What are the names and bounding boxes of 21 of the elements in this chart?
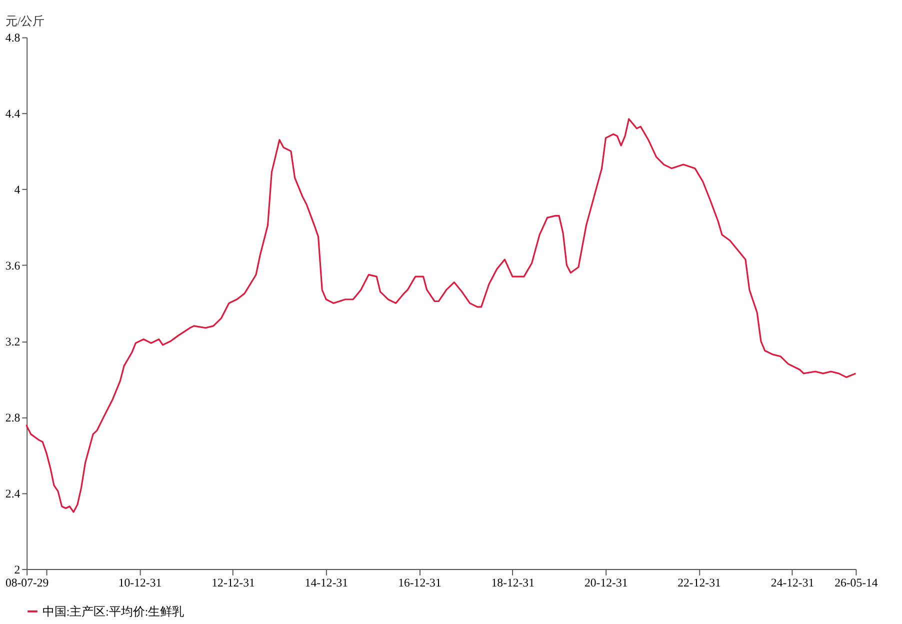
x-tick-label: 26-05-14 [834, 575, 878, 590]
x-tick-label: 22-12-31 [678, 575, 721, 590]
y-tick-label: 2 [14, 562, 20, 576]
x-tick-label: 24-12-31 [770, 575, 814, 590]
y-tick-label: 4 [14, 182, 20, 197]
x-tick-label: 12-12-31 [212, 575, 255, 590]
x-tick-label: 16-12-31 [398, 575, 442, 590]
line-series [26, 118, 857, 513]
x-tick-label: 20-12-31 [584, 575, 628, 590]
y-axis-title: 元/公斤 [5, 14, 45, 28]
x-tick-label: 10-12-31 [118, 575, 162, 590]
x-tick-label: 18-12-31 [491, 575, 535, 590]
y-tick-label: 2.4 [5, 486, 20, 500]
y-tick-label: 3.2 [5, 334, 20, 349]
x-tick-label: 14-12-31 [304, 575, 348, 590]
y-tick-label: 3.6 [5, 258, 20, 273]
legend-label: 中国:主产区:平均价:生鲜乳 [42, 604, 184, 618]
y-tick-label: 2.8 [5, 410, 20, 425]
y-tick-label: 4.4 [5, 106, 20, 121]
x-tick-label: 08-07-29 [5, 575, 49, 590]
y-tick-label: 4.8 [5, 30, 20, 45]
